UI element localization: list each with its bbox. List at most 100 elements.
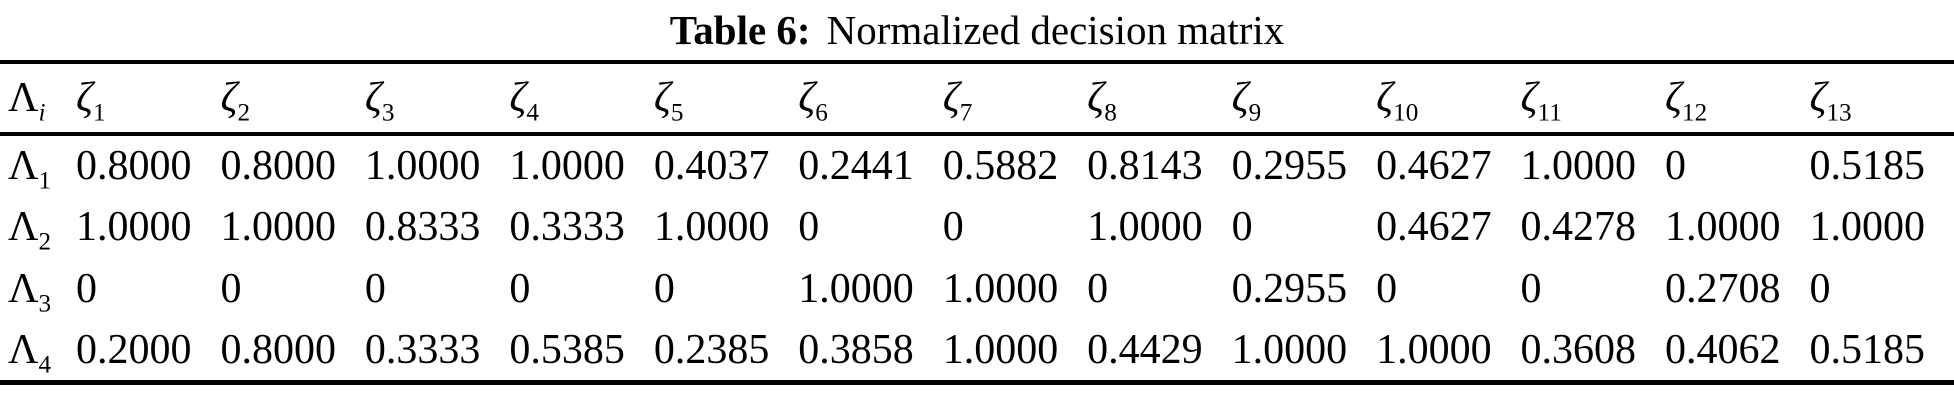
symbol-glyph: Λ	[8, 326, 39, 373]
matrix-cell-r3-c2: 0	[220, 266, 242, 312]
symbol-subscript: 2	[38, 228, 52, 256]
column-header-zeta-6: ζ6	[798, 62, 942, 134]
matrix-cell-r4-c6: 0.3858	[798, 326, 914, 373]
symbol-glyph: ζ	[76, 75, 94, 121]
symbol-subscript: 1	[38, 167, 52, 195]
row-header-lambda-1: Λ1	[0, 134, 76, 196]
matrix-cell-r2-c13: 1.0000	[1809, 204, 1925, 250]
row-header-lambda-2: Λ2	[0, 196, 76, 258]
symbol-glyph: ζ	[942, 75, 960, 121]
symbol-glyph: Λ	[8, 204, 39, 250]
matrix-cell-r2-c1: 1.0000	[76, 204, 192, 250]
matrix-cell-r4-c2: 0.8000	[220, 326, 336, 373]
symbol-subscript: 10	[1393, 99, 1419, 127]
symbol-subscript: 3	[38, 290, 52, 318]
symbol-subscript: 4	[38, 351, 52, 379]
matrix-cell-r4-c1: 0.2000	[76, 326, 192, 373]
symbol-subscript: 12	[1682, 99, 1708, 127]
corner-header-lambda-i: Λi	[0, 62, 76, 134]
symbol-glyph: ζ	[509, 75, 527, 121]
symbol-glyph: ζ	[1231, 75, 1249, 121]
matrix-cell-r1-c13: 0.5185	[1809, 143, 1925, 189]
column-header-zeta-9: ζ9	[1232, 62, 1376, 134]
matrix-cell-r3-c3: 0	[364, 266, 386, 312]
matrix-cell-r4-c3: 0.3333	[364, 326, 481, 373]
matrix-cell-r4-c7: 1.0000	[942, 326, 1059, 373]
table-row-lambda-1: Λ1 0.8000 0.8000 1.0000 1.0000 0.4037 0.2441 0.…	[0, 134, 1954, 196]
symbol-glyph: ζ	[1520, 75, 1538, 121]
column-header-zeta-8: ζ8	[1087, 62, 1231, 134]
matrix-cell-r1-c10: 0.4627	[1376, 143, 1492, 189]
matrix-cell-r2-c8: 1.0000	[1087, 204, 1203, 250]
symbol-subscript: 7	[959, 99, 973, 127]
matrix-header: Λi ζ1 ζ2 ζ3 ζ4 ζ5 ζ6 ζ7 ζ8 ζ9 ζ10 ζ11 ζ12 ζ13	[0, 62, 1954, 134]
matrix-cell-r3-c11: 0	[1520, 266, 1542, 312]
symbol-glyph: ζ	[1087, 75, 1105, 121]
column-header-zeta-11: ζ11	[1521, 62, 1665, 134]
matrix-cell-r4-c12: 0.4062	[1664, 326, 1781, 373]
matrix-cell-r2-c11: 0.4278	[1520, 204, 1637, 250]
matrix-cell-r3-c1: 0	[76, 266, 97, 312]
matrix-cell-r4-c8: 0.4429	[1087, 326, 1203, 373]
symbol-glyph: ζ	[1664, 75, 1682, 121]
table-row-lambda-2: Λ2 1.0000 1.0000 0.8333 0.3333 1.0000 0 0 1.0000…	[0, 196, 1954, 258]
matrix-header-row: Λi ζ1 ζ2 ζ3 ζ4 ζ5 ζ6 ζ7 ζ8 ζ9 ζ10 ζ11 ζ12 ζ13	[0, 62, 1954, 134]
matrix-body: Λ1 0.8000 0.8000 1.0000 1.0000 0.4037 0.2441 0.…	[0, 134, 1954, 382]
matrix-cell-r2-c6: 0	[798, 204, 820, 250]
matrix-cell-r1-c9: 0.2955	[1231, 143, 1348, 189]
matrix-cell-r1-c11: 1.0000	[1520, 143, 1637, 189]
symbol-glyph: ζ	[1376, 75, 1394, 121]
matrix-cell-r2-c3: 0.8333	[364, 204, 481, 250]
table-caption: Table 6: Normalized decision matrix	[0, 0, 1954, 60]
matrix-cell-r3-c6: 1.0000	[798, 266, 914, 312]
table-row-lambda-3: Λ3 0 0 0 0 0 1.0000 1.0000 0 0.2955 0 0 0.2708 0	[0, 258, 1954, 320]
matrix-cell-r1-c4: 1.0000	[509, 143, 625, 189]
symbol-glyph: Λ	[8, 75, 39, 121]
matrix-cell-r3-c5: 0	[653, 266, 675, 312]
symbol-glyph: ζ	[798, 75, 816, 121]
matrix-cell-r2-c7: 0	[942, 204, 964, 250]
matrix-cell-r1-c5: 0.4037	[653, 143, 770, 189]
matrix-cell-r3-c8: 0	[1087, 266, 1109, 312]
matrix-cell-r3-c9: 0.2955	[1231, 266, 1348, 312]
symbol-subscript: 13	[1826, 99, 1852, 127]
symbol-subscript: 8	[1104, 99, 1117, 127]
matrix-cell-r2-c10: 0.4627	[1376, 204, 1492, 250]
matrix-cell-r1-c12: 0	[1664, 143, 1686, 189]
matrix-cell-r1-c3: 1.0000	[364, 143, 481, 189]
symbol-subscript: 5	[670, 99, 684, 127]
symbol-glyph: ζ	[364, 75, 382, 121]
matrix-cell-r1-c8: 0.8143	[1087, 143, 1203, 189]
matrix-cell-r2-c9: 0	[1231, 204, 1253, 250]
symbol-subscript: 3	[381, 99, 395, 127]
matrix-cell-r4-c13: 0.5185	[1809, 326, 1925, 373]
column-header-zeta-3: ζ3	[365, 62, 509, 134]
matrix-cell-r2-c12: 1.0000	[1664, 204, 1781, 250]
matrix-cell-r1-c6: 0.2441	[798, 143, 914, 189]
matrix-cell-r4-c11: 0.3608	[1520, 326, 1637, 373]
matrix-cell-r2-c2: 1.0000	[220, 204, 336, 250]
matrix-cell-r2-c5: 1.0000	[653, 204, 770, 250]
matrix-cell-r4-c10: 1.0000	[1376, 326, 1492, 373]
row-header-lambda-4: Λ4	[0, 320, 76, 382]
matrix-cell-r4-c9: 1.0000	[1231, 326, 1348, 373]
symbol-subscript: 9	[1248, 99, 1262, 127]
symbol-subscript: i	[38, 99, 46, 127]
symbol-subscript: 6	[815, 99, 828, 127]
matrix-cell-r3-c10: 0	[1376, 266, 1398, 312]
symbol-subscript: 1	[93, 99, 106, 127]
row-header-lambda-3: Λ3	[0, 258, 76, 320]
matrix-cell-r1-c7: 0.5882	[942, 143, 1059, 189]
column-header-zeta-2: ζ2	[220, 62, 364, 134]
symbol-subscript: 11	[1537, 99, 1562, 127]
matrix-cell-r4-c4: 0.5385	[509, 326, 625, 373]
column-header-zeta-4: ζ4	[509, 62, 653, 134]
symbol-glyph: Λ	[8, 266, 39, 312]
matrix-cell-r3-c4: 0	[509, 266, 531, 312]
symbol-glyph: ζ	[220, 75, 238, 121]
table-caption-text: Normalized decision matrix	[826, 6, 1285, 53]
column-header-zeta-7: ζ7	[943, 62, 1087, 134]
matrix-cell-r3-c13: 0	[1809, 266, 1831, 312]
table-row-lambda-4: Λ4 0.2000 0.8000 0.3333 0.5385 0.2385 0.3858 1.…	[0, 320, 1954, 382]
symbol-glyph: Λ	[8, 143, 39, 189]
